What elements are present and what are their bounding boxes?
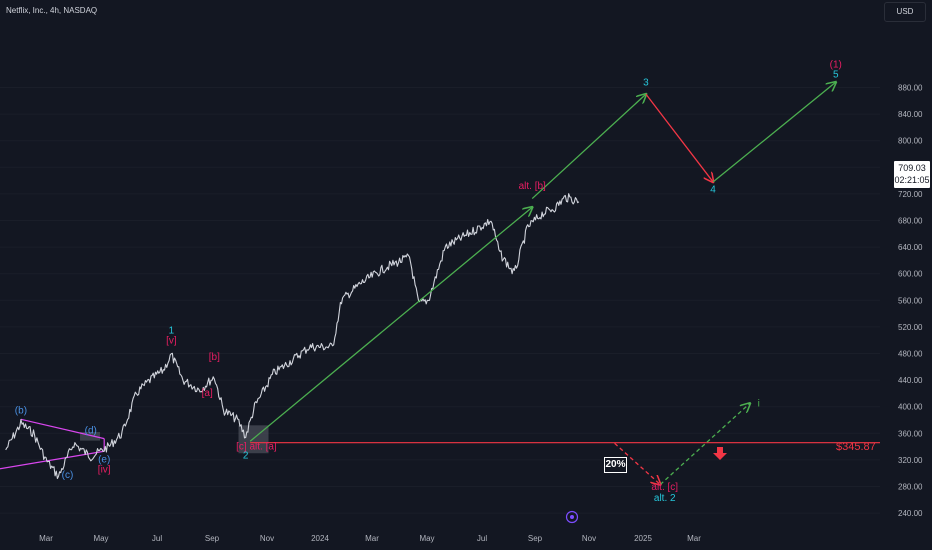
- wave-label: (e): [98, 455, 110, 466]
- x-tick-label: Mar: [39, 534, 53, 543]
- x-tick-label: 2024: [311, 534, 329, 543]
- x-tick-label: May: [419, 534, 434, 543]
- down-arrow-icon: [713, 447, 727, 460]
- triangle-upper-line: [20, 418, 105, 440]
- y-tick-label: 880.00: [898, 84, 923, 93]
- y-tick-label: 240.00: [898, 509, 923, 518]
- y-tick-label: 520.00: [898, 323, 923, 332]
- wave-label: 5: [833, 70, 839, 81]
- wave-label: i: [758, 399, 760, 410]
- projection-arrow: [645, 93, 713, 182]
- x-tick-label: Nov: [582, 534, 596, 543]
- y-tick-label: 360.00: [898, 429, 923, 438]
- wave-label: (1): [830, 60, 842, 71]
- currency-button[interactable]: USD: [884, 2, 926, 22]
- wave-label: (c): [62, 470, 74, 481]
- wave-label: [iv]: [98, 465, 111, 476]
- y-tick-label: 400.00: [898, 403, 923, 412]
- wave-label: [v]: [166, 336, 177, 347]
- wave-label: 4: [710, 185, 716, 196]
- y-tick-label: 440.00: [898, 376, 923, 385]
- wave-d-zone: [80, 431, 101, 441]
- y-tick-label: 280.00: [898, 483, 923, 492]
- x-tick-label: Mar: [365, 534, 379, 543]
- wave-label: (d): [85, 425, 97, 436]
- x-tick-label: Mar: [687, 534, 701, 543]
- triangle-lower-line: [0, 450, 105, 470]
- wave-label: (b): [15, 405, 27, 416]
- y-tick-label: 480.00: [898, 350, 923, 359]
- probability-label: 20%: [604, 457, 627, 473]
- y-tick-label: 840.00: [898, 110, 923, 119]
- wave-label: 3: [643, 78, 649, 89]
- event-marker-dot: [570, 515, 574, 519]
- projection-arrow: [249, 207, 532, 442]
- x-tick-label: Jul: [152, 534, 162, 543]
- wave-label: [a]: [202, 388, 213, 399]
- wave-label: [b]: [209, 352, 220, 363]
- projection-arrow: [531, 94, 646, 200]
- event-marker-icon: [565, 510, 579, 524]
- current-price-value: 709.03: [898, 163, 926, 173]
- x-tick-label: Jul: [477, 534, 487, 543]
- current-price-tag: 709.03 02:21:05: [894, 161, 930, 188]
- wave-label: 1: [169, 326, 175, 337]
- x-tick-label: 2025: [634, 534, 652, 543]
- symbol-title: Netflix, Inc., 4h, NASDAQ: [6, 6, 98, 15]
- projection-arrow: [712, 82, 836, 183]
- wave-label: 2: [243, 451, 249, 462]
- y-tick-label: 320.00: [898, 456, 923, 465]
- wave-label: [c] alt. [a]: [236, 441, 277, 452]
- bar-countdown: 02:21:05: [894, 175, 930, 185]
- x-tick-label: May: [93, 534, 108, 543]
- y-tick-label: 680.00: [898, 217, 923, 226]
- y-tick-label: 800.00: [898, 137, 923, 146]
- y-tick-label: 560.00: [898, 296, 923, 305]
- x-tick-label: Nov: [260, 534, 274, 543]
- projection-arrow: [659, 403, 750, 485]
- wave-label: alt. [b]: [519, 181, 546, 192]
- y-tick-label: 600.00: [898, 270, 923, 279]
- wave-label: alt. 2: [654, 493, 676, 504]
- x-tick-label: Sep: [528, 534, 543, 543]
- wave-label: alt. [c]: [651, 482, 678, 493]
- y-tick-label: 720.00: [898, 190, 923, 199]
- projection-arrow: [614, 442, 661, 484]
- y-tick-label: 640.00: [898, 243, 923, 252]
- x-tick-label: Sep: [205, 534, 220, 543]
- price-series-line: [5, 193, 580, 480]
- target-price-label: $345.87: [836, 441, 876, 453]
